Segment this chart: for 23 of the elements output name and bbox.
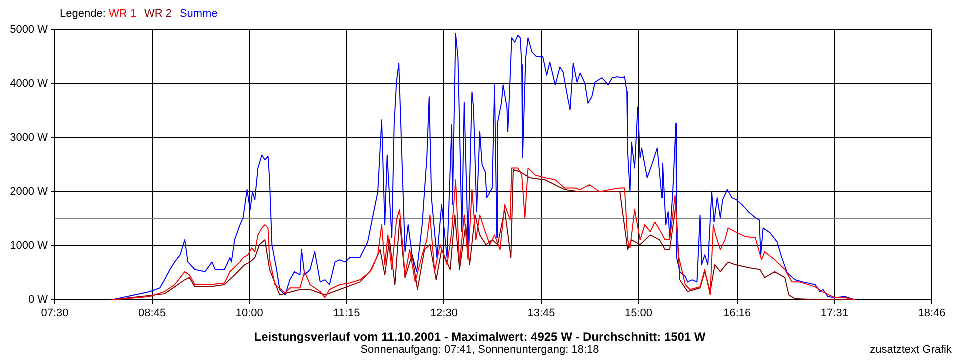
y-tick-label: 0 W [28, 294, 49, 306]
x-tick-label: 12:30 [430, 308, 458, 320]
text: Leistungsverlauf vom 11.10.2001 - Maximalwert: 4925 W - Durchschnitt: 1501 W [253, 330, 707, 344]
text: Sonnenaufgang: 07:41, Sonnenuntergang: 18:18 [360, 344, 600, 356]
y-tick-label: 2000 W [10, 186, 49, 198]
x-tick-label: 11:15 [334, 308, 360, 320]
x-tick-label: 16:16 [724, 308, 752, 320]
x-tick-label: 18:46 [918, 308, 946, 320]
text: WR 1 [108, 8, 136, 20]
legend-title: Legende: [60, 8, 107, 20]
y-tick-label: 4000 W [10, 78, 49, 90]
text: WR 2 [144, 8, 172, 20]
x-tick-label: 15:00 [625, 308, 653, 320]
x-tick-label: 07:30 [41, 308, 69, 320]
x-tick-label: 08:45 [138, 308, 166, 320]
y-tick-label: 5000 W [10, 24, 49, 36]
text: Summe [180, 8, 218, 20]
text: zusatztext Grafik [870, 344, 952, 356]
x-tick-label: 13:45 [528, 308, 556, 320]
x-tick-label: 10:00 [236, 308, 264, 320]
y-tick-label: 3000 W [10, 132, 49, 144]
y-tick-label: 1000 W [10, 240, 49, 252]
x-tick-label: 17:31 [820, 308, 848, 320]
